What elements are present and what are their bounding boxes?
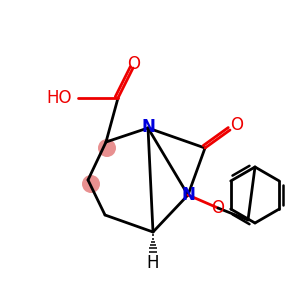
Text: O: O bbox=[230, 116, 244, 134]
Text: H: H bbox=[147, 254, 159, 272]
Circle shape bbox=[82, 175, 100, 193]
Text: HO: HO bbox=[46, 89, 72, 107]
Text: N: N bbox=[141, 118, 155, 136]
Text: O: O bbox=[128, 55, 140, 73]
Circle shape bbox=[98, 139, 116, 157]
Text: N: N bbox=[181, 186, 195, 204]
Text: O: O bbox=[212, 199, 224, 217]
